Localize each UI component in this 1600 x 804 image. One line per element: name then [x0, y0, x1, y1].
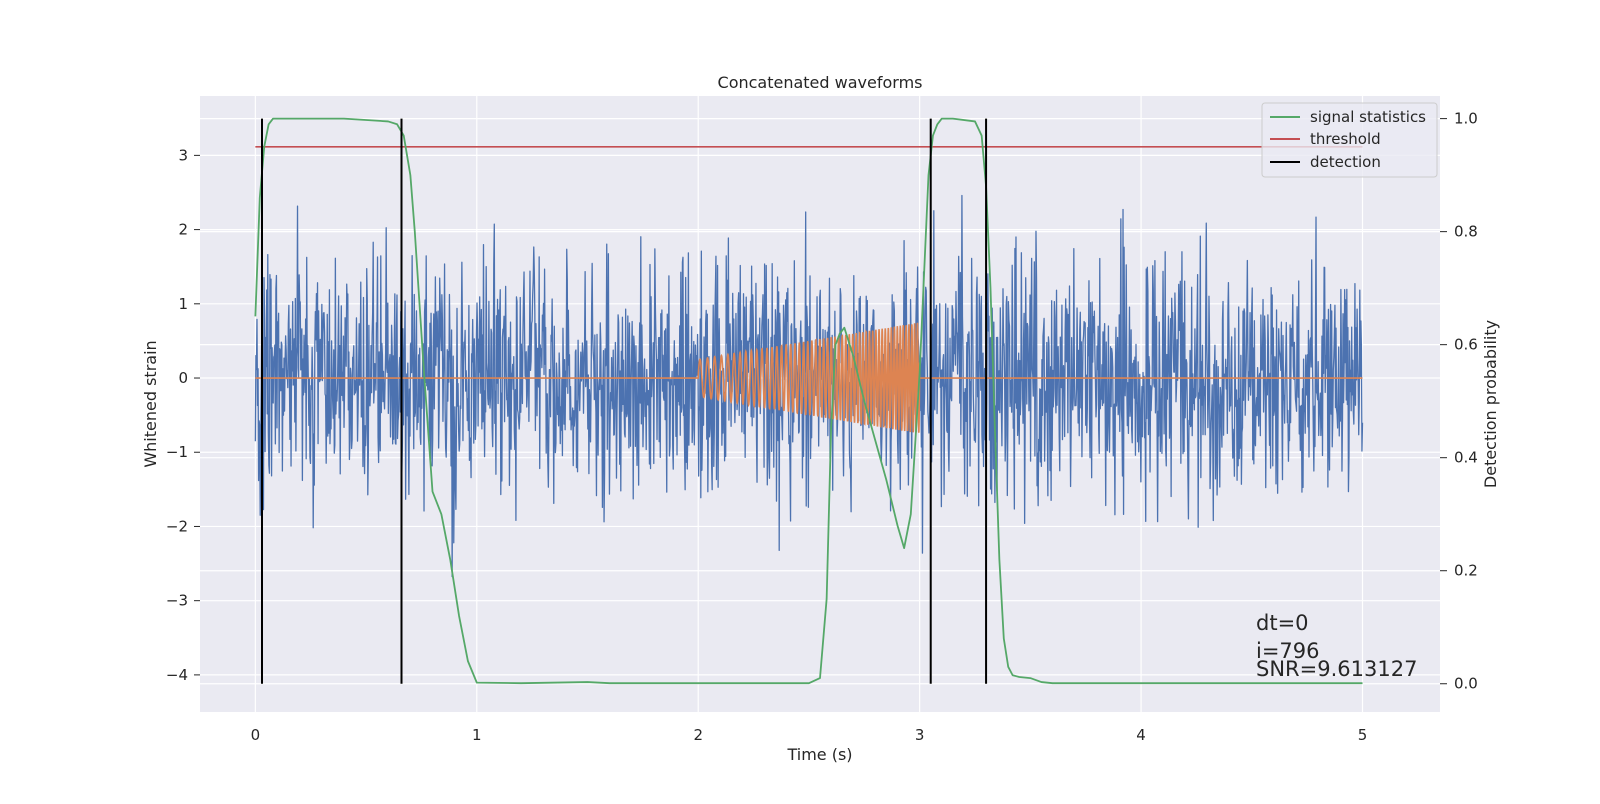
y-tick-label: 0 [178, 369, 188, 387]
y-tick-label: 1 [178, 295, 188, 313]
legend-label-threshold: threshold [1310, 130, 1381, 148]
y-axis-label: Whitened strain [141, 340, 160, 467]
series-whitened-strain [254, 194, 1364, 578]
data-layer [254, 117, 1364, 685]
axes: 0 1 2 3 4 5 −4 −3 −2 −1 0 1 2 3 0.0 0.2 0.4 0.6 0.8 1.0 [166, 110, 1478, 744]
y-tick-label: −1 [166, 443, 188, 461]
y-tick-label: −3 [166, 592, 188, 610]
y2-tick-label: 1.0 [1454, 110, 1478, 128]
y-tick-label: −4 [166, 666, 188, 684]
annotation-snr: SNR=9.613127 [1256, 657, 1417, 681]
x-tick-label: 3 [915, 726, 925, 744]
y2-tick-label: 0.2 [1454, 562, 1478, 580]
annotation-dt: dt=0 [1256, 611, 1309, 635]
y-tick-label: −2 [166, 517, 188, 535]
y2-tick-label: 0.6 [1454, 336, 1478, 354]
x-tick-label: 0 [251, 726, 261, 744]
legend-label-signal-statistics: signal statistics [1310, 108, 1426, 126]
x-tick-label: 4 [1136, 726, 1146, 744]
y2-tick-label: 0.4 [1454, 449, 1478, 467]
legend-box [1261, 102, 1438, 178]
y-tick-label: 3 [178, 146, 188, 164]
annotation-i: i=796 [1256, 639, 1320, 663]
y-tick-label: 2 [178, 221, 188, 239]
chart-title: Concatenated waveforms [718, 73, 923, 92]
series-signal-statistics [254, 117, 1363, 685]
x-axis-label: Time (s) [786, 745, 852, 764]
x-tick-label: 2 [693, 726, 703, 744]
y2-tick-label: 0.8 [1454, 223, 1478, 241]
x-tick-label: 5 [1358, 726, 1368, 744]
y2-tick-label: 0.0 [1454, 675, 1478, 693]
x-tick-label: 1 [472, 726, 482, 744]
legend-label-detection: detection [1310, 153, 1381, 171]
series-injected-signal [255, 322, 1363, 434]
annotations: dt=0 i=796 SNR=9.613127 [1256, 611, 1417, 681]
legend: signal statistics threshold detection [1261, 102, 1438, 178]
y2-axis-label: Detection probability [1481, 320, 1500, 488]
